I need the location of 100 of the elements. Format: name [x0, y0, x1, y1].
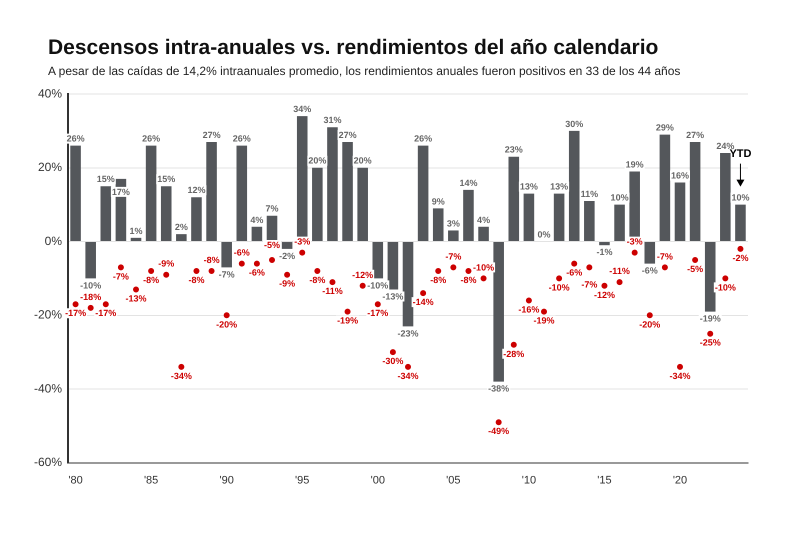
data-label: 23% [504, 144, 523, 155]
data-label: -10% [367, 280, 388, 290]
bar [206, 142, 217, 242]
data-label: -25% [700, 338, 721, 348]
bar [312, 168, 323, 242]
bar [584, 200, 595, 242]
data-label: 16% [670, 170, 690, 180]
point [208, 268, 215, 274]
point [88, 304, 94, 311]
data-label: -23% [398, 328, 419, 338]
y-tick-label: 40% [38, 86, 62, 100]
bar [282, 242, 292, 249]
data-label: -17% [367, 308, 388, 318]
data-label: -11% [322, 286, 343, 296]
data-label: 13% [520, 182, 538, 192]
data-label: 27% [338, 130, 357, 140]
data-label: -10% [714, 282, 736, 292]
data-label: -1% [596, 247, 612, 258]
data-label: 15% [96, 174, 115, 184]
data-label: 20% [354, 156, 372, 166]
data-label: 9% [432, 196, 445, 206]
data-label: 26% [66, 134, 85, 144]
point [465, 268, 472, 274]
data-label: 29% [656, 122, 674, 133]
bar [690, 142, 700, 242]
point [556, 275, 562, 282]
bar [100, 186, 112, 242]
point [571, 260, 578, 267]
data-label: -6% [248, 268, 265, 278]
bar [599, 242, 610, 246]
data-label: -9% [158, 258, 174, 269]
data-label: 24% [716, 140, 734, 151]
bar [176, 234, 187, 242]
data-label: -30% [382, 356, 404, 366]
data-label: 10% [731, 192, 750, 203]
data-label: -8% [204, 255, 220, 266]
bar [146, 146, 156, 242]
data-label: 13% [550, 182, 568, 192]
bar [357, 168, 368, 242]
point [420, 290, 426, 296]
data-label: -10% [80, 280, 102, 290]
data-label: -9% [279, 278, 296, 289]
point [360, 282, 366, 289]
data-label: -2% [279, 250, 296, 261]
data-label: 14% [459, 178, 478, 188]
data-label: -28% [503, 348, 524, 359]
data-label: -7% [445, 251, 462, 262]
bar [735, 204, 746, 242]
data-label: -19% [337, 316, 358, 326]
annotation: YTD [729, 148, 752, 160]
point [405, 364, 412, 370]
chart-title: Descensos intra-anuales vs. rendimientos del año calendario [48, 36, 660, 60]
data-label: -8% [188, 275, 204, 286]
bar [236, 146, 248, 242]
bar [493, 242, 504, 382]
y-tick-label: 0% [44, 234, 62, 248]
data-label: -16% [518, 304, 540, 315]
point [435, 268, 442, 274]
data-label: -8% [309, 275, 326, 286]
y-tick-label: -20% [34, 308, 62, 322]
bar [448, 230, 459, 242]
data-label: 4% [250, 214, 264, 225]
bar [388, 242, 398, 290]
data-label: -3% [626, 236, 643, 247]
point [707, 330, 714, 337]
bar [252, 226, 262, 242]
point [133, 286, 140, 292]
bar [372, 242, 384, 278]
data-label: -6% [642, 266, 658, 276]
data-label: -12% [594, 290, 615, 300]
data-label: 11% [580, 188, 598, 199]
data-label: -12% [352, 270, 374, 280]
data-label: -8% [430, 275, 446, 286]
data-label: -34% [170, 370, 192, 381]
data-label: -13% [126, 293, 147, 304]
data-label: -5% [264, 240, 280, 250]
point [314, 268, 320, 274]
data-label: 0% [537, 230, 551, 240]
bar [660, 134, 670, 242]
data-label: -7% [112, 271, 129, 282]
data-label: -5% [687, 264, 704, 274]
x-tick-label: '15 [597, 474, 612, 486]
data-label: -20% [639, 319, 660, 330]
data-label: 2% [174, 222, 188, 232]
data-label: 26% [414, 134, 432, 144]
point [193, 268, 200, 274]
bar [674, 182, 686, 242]
data-label: 20% [308, 156, 326, 166]
data-label: 10% [610, 192, 629, 203]
bar [508, 156, 520, 242]
x-tick-label: '05 [446, 474, 461, 486]
point [737, 246, 744, 252]
x-tick-label: '85 [144, 474, 158, 486]
bar [70, 146, 81, 242]
point [526, 298, 532, 304]
y-tick-label: -60% [34, 455, 62, 470]
data-label: 27% [202, 130, 221, 140]
point [601, 282, 608, 289]
point [480, 275, 487, 282]
data-label: 4% [477, 214, 490, 225]
